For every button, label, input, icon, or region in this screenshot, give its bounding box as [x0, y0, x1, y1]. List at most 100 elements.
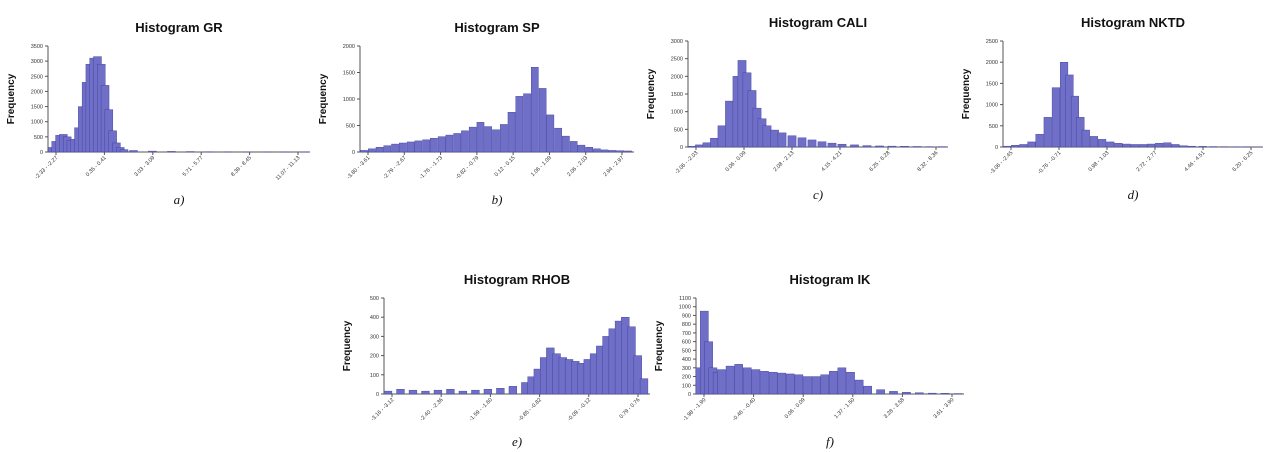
histogram-bar	[827, 142, 837, 148]
histogram-ik-sublabel: f)	[826, 434, 834, 449]
histogram-bar	[1089, 136, 1098, 148]
histogram-bar	[433, 389, 443, 395]
histogram-bar	[562, 135, 570, 153]
histogram-bar	[507, 112, 516, 153]
histogram-bar	[875, 145, 884, 148]
histogram-bar	[1146, 143, 1156, 148]
histogram-cali-title: Histogram CALI	[769, 15, 867, 30]
histogram-bar	[1179, 145, 1188, 148]
histogram-bar	[1106, 141, 1115, 148]
histogram-bar	[820, 374, 829, 395]
histogram-bar	[468, 126, 477, 153]
y-tick-label: 0	[688, 392, 691, 398]
histogram-bar	[1043, 117, 1052, 148]
y-tick-label: 500	[674, 127, 683, 133]
x-tick-label: -0.09 - -0.12	[567, 397, 592, 422]
histogram-bar	[889, 391, 898, 395]
histogram-bar	[496, 388, 505, 395]
histogram-nktd-ylabel: Frequency	[961, 68, 972, 119]
histogram-ik-chart: Histogram IK Frequency 0 100 200 300 400 500 600…	[654, 272, 964, 449]
histogram-bar	[797, 137, 807, 148]
x-tick-label: -1.76 - -1.73	[419, 155, 444, 180]
x-tick-label: 5.71 - 5.77	[182, 155, 205, 178]
histogram-rhob-sublabel: e)	[512, 434, 522, 449]
histogram-bar	[515, 96, 524, 153]
histogram-bar	[577, 144, 586, 153]
histogram-bar	[367, 148, 376, 153]
x-tick-label: 0.12 - 0.15	[494, 155, 517, 178]
histogram-bar	[1187, 145, 1196, 148]
x-tick-label: 0.06 - 0.09	[784, 397, 807, 420]
x-tick-label: 4.46 - 4.51	[1184, 150, 1207, 173]
histogram-bar	[508, 386, 518, 395]
x-tick-label: -0.46 - -0.40	[732, 397, 757, 422]
y-tick-label: 2500	[986, 39, 998, 45]
x-tick-label: -2.40 - -2.36	[419, 397, 444, 422]
histogram-bar	[167, 151, 176, 153]
y-tick-label: 500	[682, 348, 691, 354]
histogram-bar	[768, 371, 778, 395]
histogram-bar	[717, 125, 727, 148]
histogram-bar	[430, 138, 438, 153]
histogram-bar	[927, 392, 937, 395]
histogram-bar	[624, 150, 632, 153]
x-tick-label: -3.16 - -3.12	[370, 397, 395, 422]
histogram-bar	[794, 374, 804, 395]
histogram-rhob-ylabel: Frequency	[342, 320, 353, 371]
y-tick-label: 400	[370, 315, 379, 321]
histogram-bar	[770, 129, 779, 148]
histogram-bar	[811, 376, 821, 395]
histogram-bar	[523, 93, 531, 153]
histogram-bar	[760, 371, 769, 395]
histogram-cali-sublabel: c)	[813, 187, 823, 202]
histogram-bar	[777, 132, 787, 148]
histogram-bar	[437, 136, 446, 153]
y-tick-label: 0	[995, 145, 998, 151]
y-tick-label: 400	[682, 357, 691, 363]
x-tick-label: -0.85 - -0.82	[518, 397, 543, 422]
histogram-bar	[408, 389, 418, 395]
histogram-bar	[777, 372, 786, 395]
histogram-bar	[600, 149, 609, 153]
histogram-bar	[360, 150, 368, 153]
histogram-bar	[1019, 144, 1028, 148]
y-tick-label: 1000	[679, 305, 691, 311]
histogram-cali-panel: Histogram CALI Frequency 0 500 1000 1500 2000 2…	[640, 5, 958, 205]
histogram-bar	[787, 135, 797, 148]
histogram-bar	[458, 390, 468, 395]
histogram-bar	[406, 141, 415, 153]
histogram-bar	[421, 390, 430, 395]
y-tick-label: 1000	[986, 103, 998, 109]
histogram-sp-chart: Histogram SP Frequency 0 500 1000 1500 2000 -3.…	[318, 20, 634, 207]
histogram-bar	[375, 147, 384, 153]
y-tick-label: 3000	[671, 39, 683, 45]
histogram-bar	[399, 142, 407, 153]
y-tick-label: 300	[682, 366, 691, 372]
histogram-bar	[471, 389, 480, 395]
y-tick-label: 500	[989, 124, 998, 130]
histogram-gr-title: Histogram GR	[135, 20, 223, 35]
y-tick-label: 2500	[671, 57, 683, 63]
histogram-bar	[915, 392, 924, 395]
histogram-bar	[499, 124, 508, 153]
histogram-ik-ylabel: Frequency	[654, 320, 665, 371]
histogram-bar	[538, 88, 547, 153]
x-tick-label: -2.06 - -2.03	[674, 150, 699, 175]
y-tick-label: 1500	[671, 92, 683, 98]
x-tick-label: 8.39 - 8.45	[230, 155, 253, 178]
histogram-sp-sublabel: b)	[492, 192, 503, 207]
histogram-bar	[616, 150, 625, 153]
x-tick-label: 6.20 - 6.25	[1232, 150, 1255, 173]
histogram-bar	[119, 149, 129, 153]
histogram-bar	[1130, 144, 1139, 148]
x-tick-label: -0.76 - -0.71	[1037, 150, 1062, 175]
histogram-rhob-panel: Histogram RHOB Frequency 0 100 200 300 400 500 -…	[336, 262, 660, 452]
y-tick-label: 0	[352, 150, 355, 156]
histogram-bar	[829, 371, 838, 395]
histogram-bar	[725, 365, 735, 395]
y-tick-label: 0	[680, 145, 683, 151]
histogram-cali-ylabel: Frequency	[646, 68, 657, 119]
histogram-bar	[717, 369, 726, 395]
histogram-bar	[762, 125, 772, 148]
histogram-bar	[1198, 146, 1207, 148]
